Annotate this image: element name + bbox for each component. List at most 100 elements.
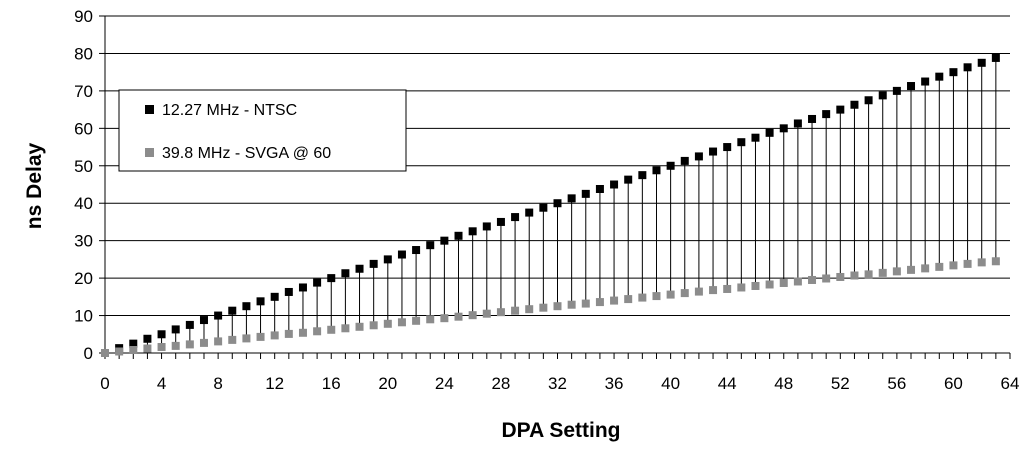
point-svga-18 bbox=[355, 322, 364, 331]
point-svga-51 bbox=[822, 274, 831, 283]
legend-label-ntsc: 12.27 MHz - NTSC bbox=[162, 102, 297, 119]
point-svga-16 bbox=[327, 325, 336, 334]
point-svga-25 bbox=[454, 312, 463, 321]
point-ntsc-55 bbox=[878, 91, 887, 100]
point-svga-49 bbox=[793, 277, 802, 286]
point-ntsc-43 bbox=[709, 147, 718, 156]
point-svga-36 bbox=[610, 296, 619, 305]
point-svga-47 bbox=[765, 280, 774, 289]
x-tick-label-12: 12 bbox=[265, 374, 284, 393]
x-tick-label-40: 40 bbox=[661, 374, 680, 393]
y-axis-title: ns Delay bbox=[23, 142, 46, 229]
point-svga-61 bbox=[963, 259, 972, 268]
point-svga-58 bbox=[921, 264, 930, 273]
point-ntsc-50 bbox=[808, 114, 817, 123]
point-ntsc-24 bbox=[440, 236, 449, 245]
y-tick-label-70: 70 bbox=[74, 82, 93, 101]
point-svga-52 bbox=[836, 272, 845, 281]
point-ntsc-16 bbox=[327, 274, 336, 283]
y-tick-label-10: 10 bbox=[74, 307, 93, 326]
point-svga-27 bbox=[482, 309, 491, 318]
point-svga-45 bbox=[737, 283, 746, 292]
point-svga-19 bbox=[369, 321, 378, 330]
point-svga-59 bbox=[935, 262, 944, 271]
point-ntsc-54 bbox=[864, 96, 873, 105]
point-svga-44 bbox=[723, 284, 732, 293]
point-svga-56 bbox=[892, 267, 901, 276]
point-svga-13 bbox=[284, 329, 293, 338]
point-ntsc-37 bbox=[624, 175, 633, 184]
point-ntsc-10 bbox=[242, 302, 251, 311]
point-svga-38 bbox=[638, 293, 647, 302]
point-svga-35 bbox=[595, 298, 604, 307]
point-ntsc-6 bbox=[185, 320, 194, 329]
point-svga-33 bbox=[567, 300, 576, 309]
point-svga-15 bbox=[313, 327, 322, 336]
x-axis-ticks: 0 4 8 12 16 20 24 28 32 36 40 44 48 52 56 60 64 bbox=[100, 353, 1019, 393]
point-svga-10 bbox=[242, 334, 251, 343]
x-tick-label-48: 48 bbox=[774, 374, 793, 393]
point-svga-4 bbox=[157, 343, 166, 352]
point-ntsc-30 bbox=[525, 208, 534, 217]
legend-marker-svga bbox=[145, 148, 154, 157]
point-svga-42 bbox=[694, 287, 703, 296]
point-svga-12 bbox=[270, 331, 279, 340]
point-ntsc-38 bbox=[638, 171, 647, 180]
point-svga-2 bbox=[129, 346, 138, 355]
point-ntsc-11 bbox=[256, 297, 265, 306]
point-svga-46 bbox=[751, 281, 760, 290]
point-svga-3 bbox=[143, 344, 152, 353]
point-svga-6 bbox=[185, 340, 194, 349]
point-ntsc-60 bbox=[949, 68, 958, 77]
x-tick-label-64: 64 bbox=[1001, 374, 1020, 393]
point-ntsc-42 bbox=[694, 152, 703, 161]
x-axis-title: DPA Setting bbox=[502, 419, 621, 442]
point-ntsc-47 bbox=[765, 128, 774, 137]
y-tick-label-20: 20 bbox=[74, 269, 93, 288]
point-svga-9 bbox=[228, 335, 237, 344]
legend: 12.27 MHz - NTSC 39.8 MHz - SVGA @ 60 bbox=[118, 89, 407, 172]
point-ntsc-27 bbox=[482, 222, 491, 231]
point-svga-60 bbox=[949, 261, 958, 270]
drop-lines bbox=[118, 57, 997, 352]
y-tick-label-80: 80 bbox=[74, 44, 93, 63]
point-svga-11 bbox=[256, 332, 265, 341]
point-ntsc-59 bbox=[935, 72, 944, 81]
point-ntsc-40 bbox=[666, 161, 675, 170]
x-tick-label-32: 32 bbox=[548, 374, 567, 393]
point-ntsc-49 bbox=[793, 119, 802, 128]
point-svga-40 bbox=[666, 290, 675, 299]
x-tick-label-44: 44 bbox=[718, 374, 737, 393]
x-tick-label-24: 24 bbox=[435, 374, 454, 393]
point-ntsc-44 bbox=[723, 143, 732, 152]
point-ntsc-21 bbox=[397, 250, 406, 259]
point-svga-7 bbox=[199, 338, 208, 347]
point-svga-50 bbox=[808, 275, 817, 284]
point-svga-43 bbox=[709, 286, 718, 295]
point-svga-54 bbox=[864, 270, 873, 279]
legend-label-svga: 39.8 MHz - SVGA @ 60 bbox=[162, 145, 331, 162]
legend-marker-ntsc bbox=[145, 105, 154, 114]
point-ntsc-29 bbox=[511, 213, 520, 222]
point-ntsc-3 bbox=[143, 334, 152, 343]
point-ntsc-7 bbox=[199, 316, 208, 325]
data-points bbox=[101, 53, 1000, 357]
y-axis-ticks: 0 10 20 30 40 50 60 70 80 90 bbox=[74, 7, 105, 363]
point-svga-21 bbox=[397, 318, 406, 327]
point-ntsc-53 bbox=[850, 100, 859, 109]
point-ntsc-17 bbox=[341, 269, 350, 278]
point-ntsc-23 bbox=[426, 241, 435, 250]
point-svga-48 bbox=[779, 278, 788, 287]
x-tick-label-52: 52 bbox=[831, 374, 850, 393]
point-ntsc-14 bbox=[298, 283, 307, 292]
point-svga-62 bbox=[977, 258, 986, 267]
point-ntsc-62 bbox=[977, 58, 986, 67]
point-svga-8 bbox=[214, 337, 223, 346]
point-ntsc-4 bbox=[157, 330, 166, 339]
point-svga-39 bbox=[652, 292, 661, 301]
point-ntsc-28 bbox=[496, 217, 505, 226]
y-tick-label-60: 60 bbox=[74, 119, 93, 138]
point-ntsc-8 bbox=[214, 311, 223, 320]
x-tick-label-36: 36 bbox=[605, 374, 624, 393]
point-ntsc-20 bbox=[383, 255, 392, 264]
